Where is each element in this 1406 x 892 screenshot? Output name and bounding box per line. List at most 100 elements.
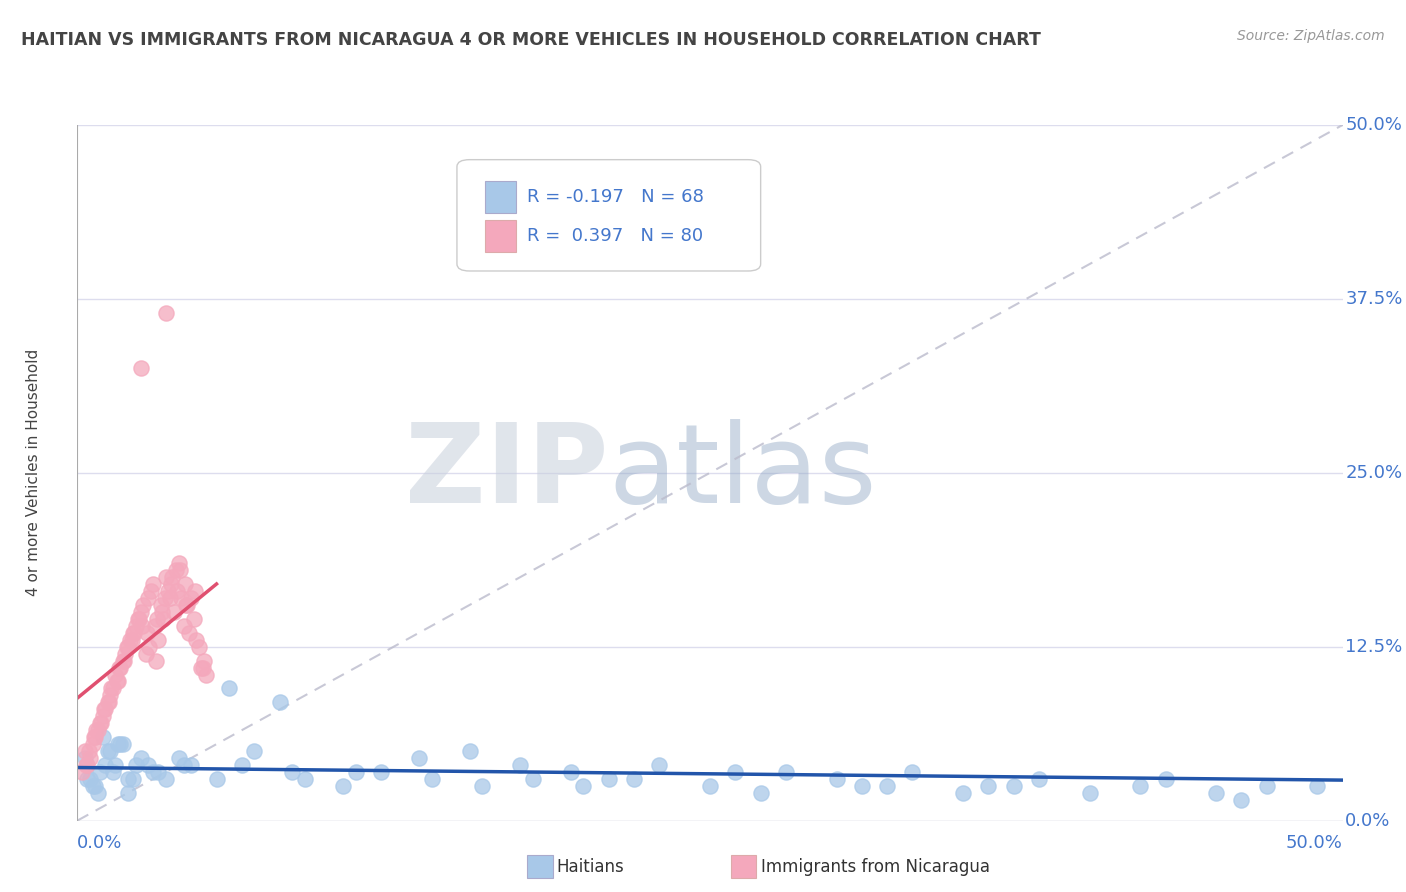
Point — [173, 758, 195, 772]
Point — [1078, 786, 1101, 800]
Point — [458, 744, 481, 758]
Point — [598, 772, 620, 786]
Point — [73, 751, 96, 765]
Point — [76, 758, 98, 772]
Point — [183, 612, 205, 626]
Point — [79, 772, 101, 786]
Text: 0.0%: 0.0% — [1346, 812, 1391, 830]
Point — [89, 716, 111, 731]
Point — [93, 702, 115, 716]
Point — [166, 584, 188, 599]
Point — [105, 674, 128, 689]
Point — [901, 764, 924, 779]
Point — [408, 751, 430, 765]
Bar — [485, 220, 516, 252]
Point — [173, 619, 195, 633]
Point — [420, 772, 443, 786]
Point — [129, 751, 152, 765]
Point — [170, 591, 193, 605]
Text: HAITIAN VS IMMIGRANTS FROM NICARAGUA 4 OR MORE VEHICLES IN HOUSEHOLD CORRELATION: HAITIAN VS IMMIGRANTS FROM NICARAGUA 4 O… — [21, 31, 1040, 49]
Point — [108, 660, 131, 674]
Point — [91, 730, 114, 744]
Point — [104, 667, 127, 681]
Point — [139, 584, 162, 599]
Point — [180, 591, 202, 605]
Point — [176, 598, 198, 612]
Point — [180, 758, 202, 772]
Point — [749, 786, 772, 800]
Point — [195, 667, 218, 681]
Point — [184, 584, 207, 599]
Point — [1256, 779, 1278, 793]
Point — [560, 764, 582, 779]
Point — [97, 744, 120, 758]
Text: 0.0%: 0.0% — [77, 834, 122, 852]
Point — [90, 716, 112, 731]
Point — [851, 779, 873, 793]
Point — [509, 758, 531, 772]
Point — [86, 723, 108, 738]
Point — [572, 779, 595, 793]
Point — [648, 758, 671, 772]
Point — [165, 563, 187, 577]
Point — [86, 723, 108, 738]
Point — [157, 584, 180, 599]
Point — [825, 772, 848, 786]
Point — [100, 681, 122, 696]
Point — [155, 306, 177, 320]
Point — [191, 660, 214, 674]
Point — [169, 563, 191, 577]
Point — [243, 744, 266, 758]
Point — [124, 625, 146, 640]
Point — [122, 772, 145, 786]
Point — [623, 772, 645, 786]
Point — [135, 647, 157, 661]
Point — [775, 764, 797, 779]
Point — [160, 577, 183, 591]
Point — [98, 689, 121, 703]
Point — [83, 730, 105, 744]
Point — [724, 764, 747, 779]
Text: 25.0%: 25.0% — [1346, 464, 1402, 482]
Point — [121, 632, 143, 647]
Point — [159, 591, 181, 605]
Point — [86, 786, 108, 800]
Point — [75, 758, 97, 772]
Point — [344, 764, 367, 779]
Point — [138, 640, 160, 654]
Point — [94, 758, 117, 772]
Point — [131, 619, 153, 633]
Bar — [485, 181, 516, 212]
Point — [107, 737, 129, 751]
Point — [110, 737, 132, 751]
Point — [1028, 772, 1050, 786]
Point — [111, 737, 134, 751]
Point — [150, 605, 173, 619]
Point — [98, 744, 121, 758]
Point — [167, 751, 190, 765]
Point — [1154, 772, 1177, 786]
Text: R = -0.197   N = 68: R = -0.197 N = 68 — [527, 187, 703, 205]
Point — [79, 751, 101, 765]
Point — [1306, 779, 1329, 793]
Point — [124, 758, 146, 772]
Point — [281, 764, 304, 779]
Point — [82, 737, 104, 751]
Point — [104, 758, 127, 772]
Point — [174, 598, 197, 612]
Text: Source: ZipAtlas.com: Source: ZipAtlas.com — [1237, 29, 1385, 43]
Point — [73, 744, 96, 758]
Point — [101, 681, 124, 696]
Point — [153, 591, 176, 605]
Point — [76, 772, 98, 786]
Point — [129, 361, 152, 376]
Point — [155, 570, 177, 584]
Point — [84, 779, 107, 793]
Point — [98, 695, 120, 709]
Point — [1129, 779, 1152, 793]
Text: Haitians: Haitians — [557, 858, 624, 876]
Point — [89, 764, 111, 779]
FancyBboxPatch shape — [457, 160, 761, 271]
Text: 50.0%: 50.0% — [1286, 834, 1343, 852]
Point — [231, 758, 253, 772]
